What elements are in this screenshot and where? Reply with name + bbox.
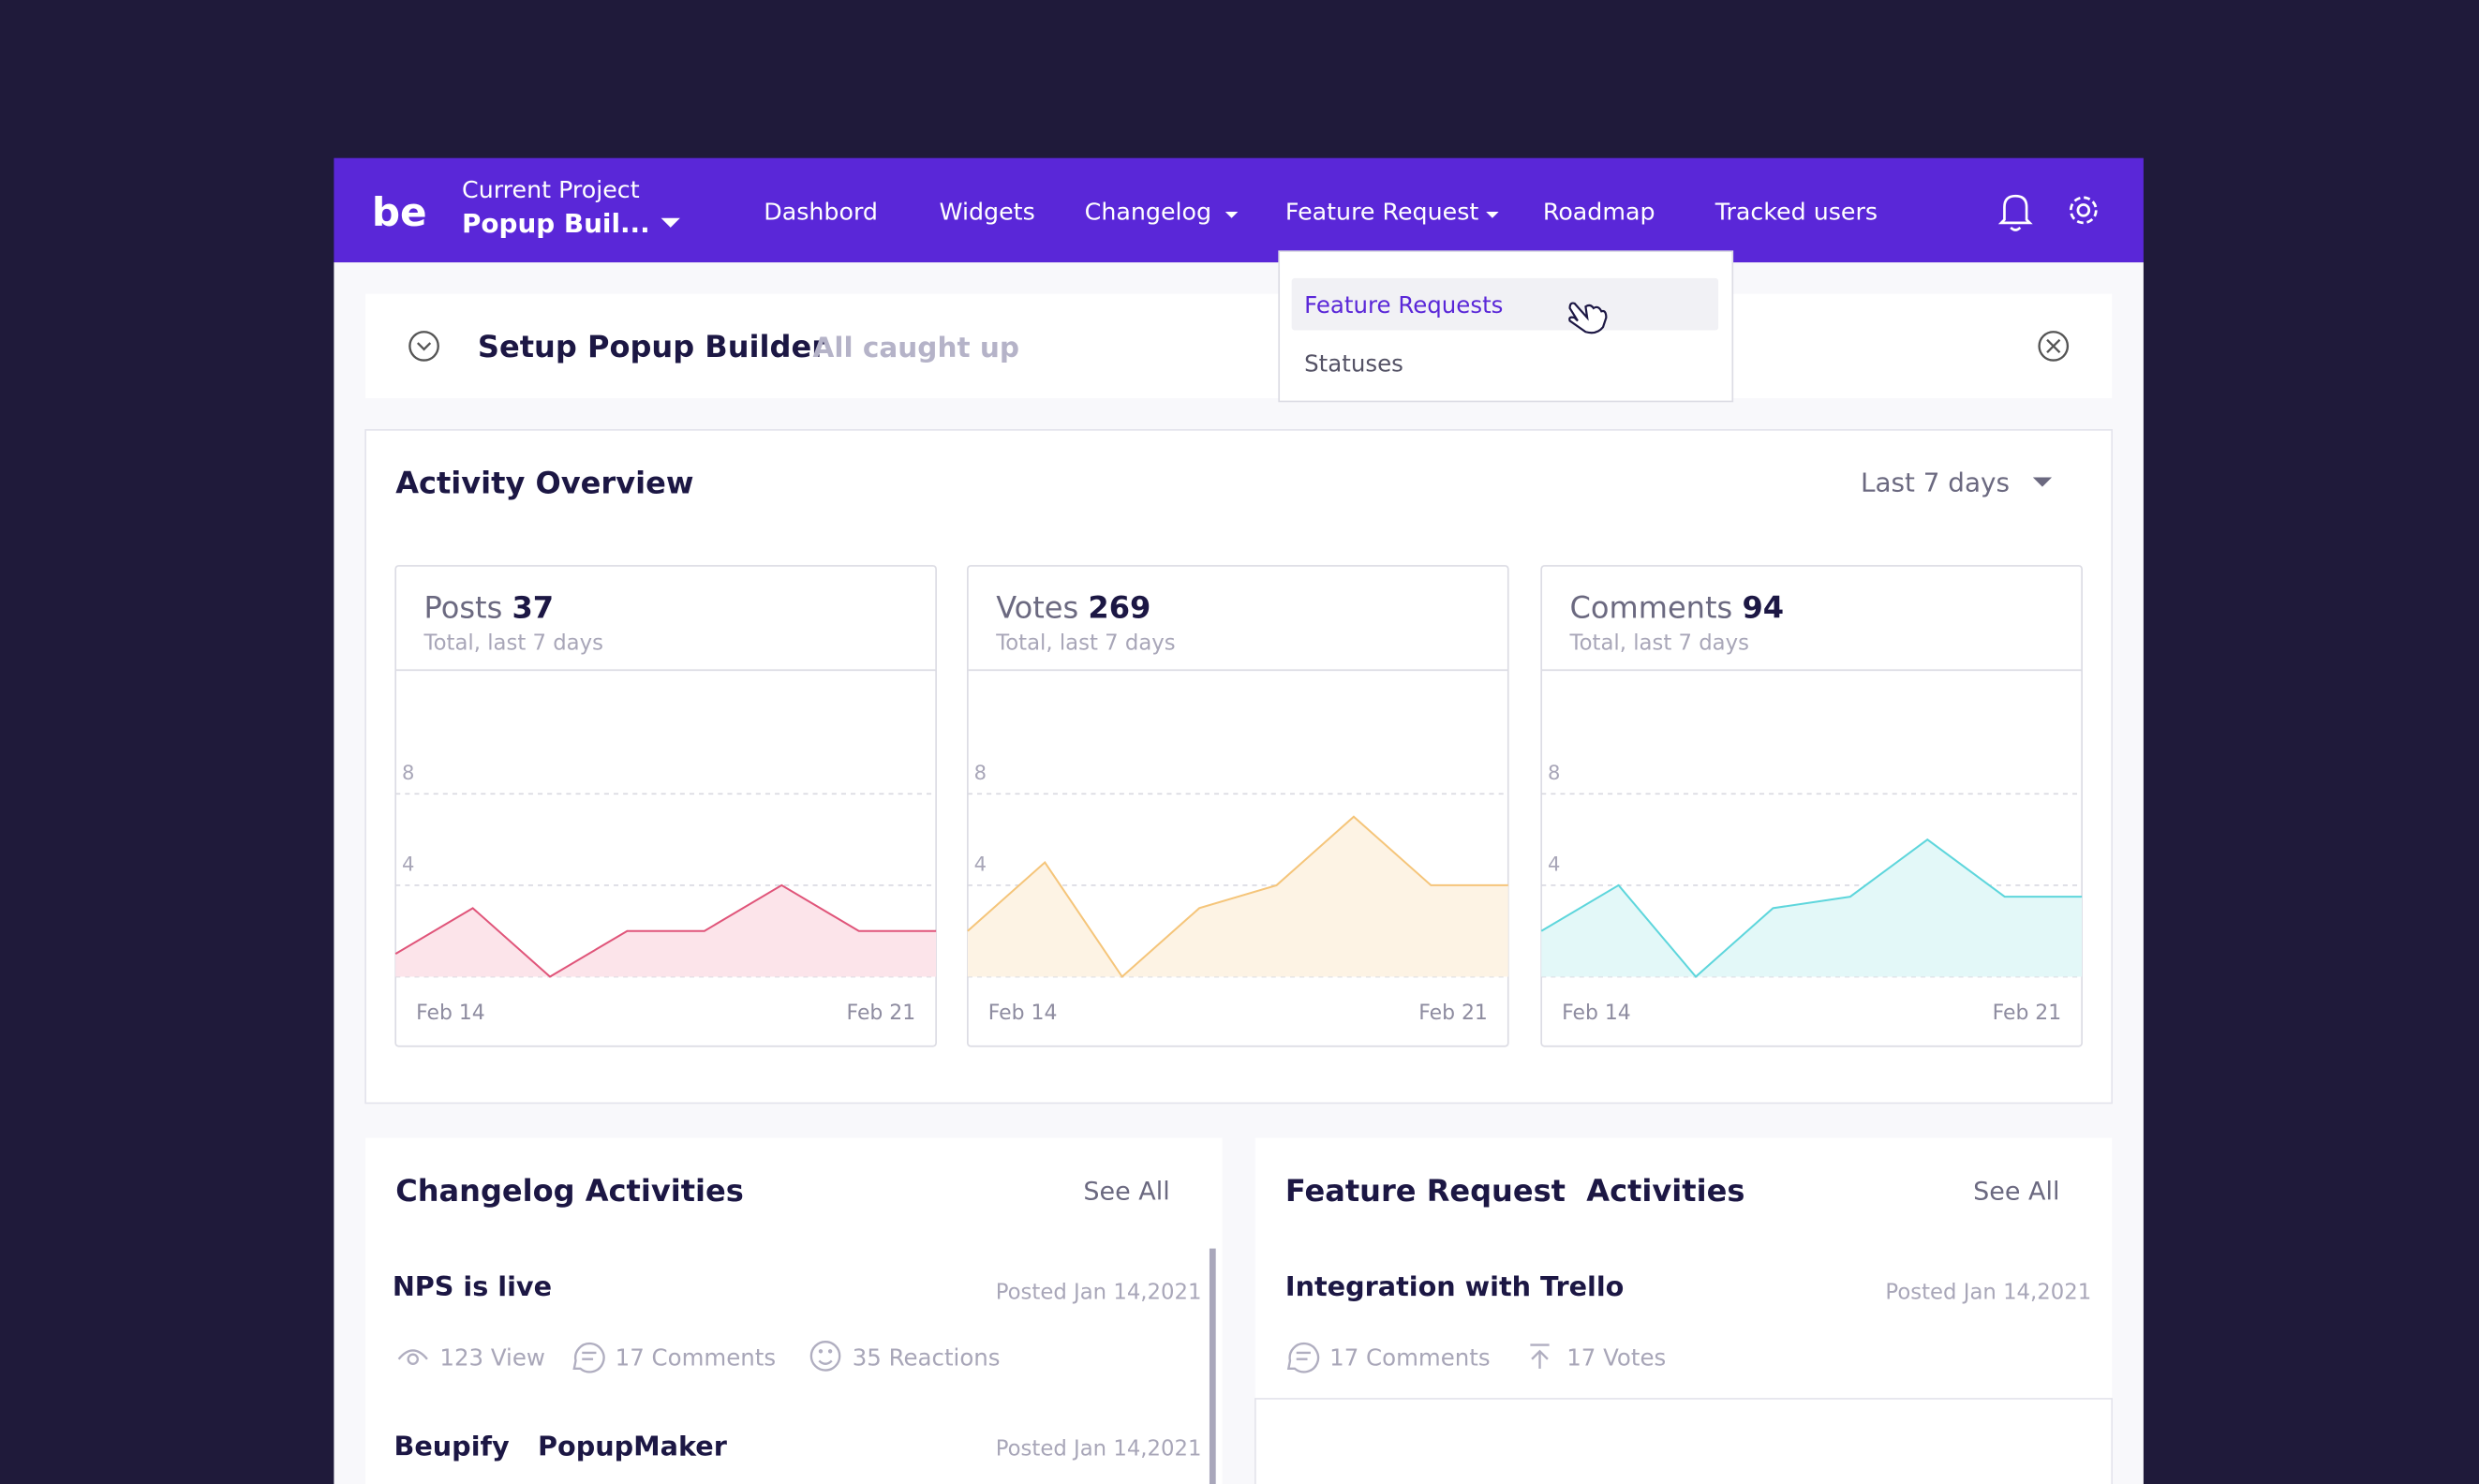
nav-caret [1225, 212, 1239, 218]
activity-title: Activity Overview [395, 465, 693, 500]
nav-caret [1486, 212, 1499, 218]
post-date: Posted Jan 14,2021 [1885, 1281, 2091, 1305]
setup-status: All caught up [813, 332, 1019, 364]
project-name[interactable]: Popup Buil... [462, 208, 650, 239]
x-tick-label: Feb 21 [1993, 1002, 2062, 1025]
nav-item[interactable]: Roadmap [1543, 198, 1655, 225]
post-stat: 17 Comments [1329, 1343, 1490, 1371]
card-total: 94 [1742, 590, 1784, 626]
bell-icon[interactable] [1997, 194, 2033, 231]
post-stat: 123 View [439, 1343, 544, 1371]
setup-panel [365, 293, 2113, 399]
area-fill [967, 816, 1508, 977]
card-subtitle: Total, last 7 days [423, 631, 603, 655]
x-tick-label: Feb 14 [1562, 1002, 1631, 1025]
card-heading: Comments 94 [1570, 590, 1785, 626]
feature-list-box [1254, 1398, 2114, 1484]
dropdown-hover [1291, 277, 1719, 331]
post-date: Posted Jan 14,2021 [996, 1281, 1202, 1305]
card-label: Votes [996, 590, 1078, 626]
x-tick-label: Feb 14 [988, 1002, 1058, 1025]
post-date: Posted Jan 14,2021 [996, 1437, 1202, 1462]
card-subtitle: Total, last 7 days [1569, 631, 1749, 655]
post-title[interactable]: Integration with Trello [1285, 1270, 1624, 1302]
post-stat: 17 Votes [1566, 1343, 1666, 1371]
comment-icon [1286, 1342, 1320, 1373]
card-heading: Votes 269 [996, 590, 1150, 626]
card-total: 269 [1088, 590, 1150, 626]
dropdown-item[interactable]: Statuses [1304, 349, 1403, 377]
card-label: Comments [1570, 590, 1733, 626]
post-title[interactable]: NPS is live [393, 1270, 552, 1302]
comment-icon [572, 1342, 605, 1373]
x-tick-label: Feb 21 [1418, 1002, 1488, 1025]
y-tick-label: 4 [402, 853, 414, 876]
area-line [967, 815, 1508, 979]
dropdown-item[interactable]: Feature Requests [1304, 291, 1503, 319]
nav-item[interactable]: Tracked users [1715, 198, 1878, 225]
post-title[interactable]: Beupify [394, 1431, 510, 1462]
area-fill [1541, 839, 2083, 977]
post-stat: 35 Reactions [853, 1343, 1001, 1371]
card-subtitle: Total, last 7 days [995, 631, 1175, 655]
post-stat: 17 Comments [616, 1343, 776, 1371]
card-total: 37 [512, 590, 554, 626]
area-line [394, 883, 937, 978]
close-icon[interactable] [2038, 331, 2070, 362]
logo[interactable]: be [372, 189, 427, 235]
see-all[interactable]: See All [1083, 1177, 1169, 1206]
view-icon [397, 1349, 428, 1365]
nav-item[interactable]: Feature Request [1285, 198, 1478, 225]
project-caret[interactable] [661, 217, 680, 228]
vote-icon [1530, 1343, 1550, 1369]
y-tick-label: 8 [1548, 761, 1560, 784]
nav-item[interactable]: Widgets [939, 198, 1034, 225]
range-caret[interactable] [2032, 477, 2053, 487]
reaction-icon [809, 1340, 841, 1372]
x-tick-label: Feb 14 [416, 1002, 485, 1025]
settings-icon[interactable] [2069, 196, 2098, 225]
changelog-panel [365, 1137, 1223, 1484]
post-tag[interactable]: PopupMaker [538, 1431, 728, 1462]
setup-title: Setup Popup Builder [478, 329, 826, 364]
nav-item[interactable]: Dashbord [764, 198, 878, 225]
card-label: Posts [424, 590, 503, 626]
top-bar [334, 157, 2144, 263]
y-tick-label: 8 [974, 761, 987, 784]
see-all[interactable]: See All [1973, 1177, 2059, 1206]
y-tick-label: 4 [974, 853, 987, 876]
x-tick-label: Feb 21 [847, 1002, 916, 1025]
range-select[interactable]: Last 7 days [1861, 467, 2010, 498]
card-heading: Posts 37 [424, 590, 555, 626]
feature-title: Feature Request Activities [1285, 1173, 1744, 1209]
collapse-icon[interactable] [408, 331, 439, 362]
area-line [1540, 838, 2083, 978]
changelog-title: Changelog Activities [395, 1173, 744, 1209]
y-tick-label: 8 [402, 761, 414, 784]
hand-cursor [1568, 302, 1608, 334]
project-label: Current Project [462, 176, 640, 203]
y-tick-label: 4 [1548, 853, 1560, 876]
nav-item[interactable]: Changelog [1085, 198, 1211, 225]
